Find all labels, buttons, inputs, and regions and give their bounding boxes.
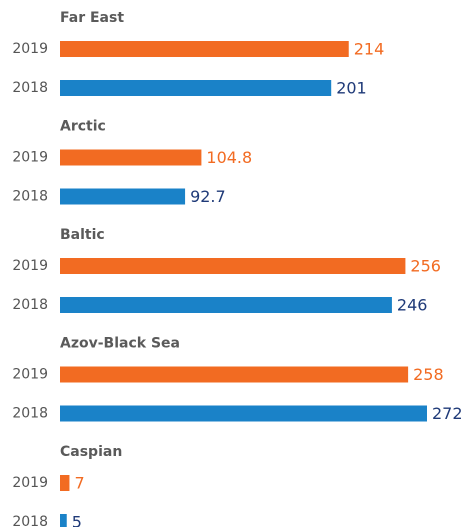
year-label: 2019 — [12, 150, 48, 166]
group-label: Azov-Black Sea — [60, 336, 180, 352]
group-label: Baltic — [60, 227, 105, 243]
value-label: 104.8 — [206, 148, 252, 167]
year-label: 2018 — [12, 406, 48, 422]
year-label: 2018 — [12, 80, 48, 96]
value-label: 92.7 — [190, 187, 226, 206]
year-label: 2019 — [12, 367, 48, 383]
value-label: 201 — [336, 79, 367, 98]
year-label: 2019 — [12, 41, 48, 57]
bar — [60, 258, 406, 274]
bar — [60, 41, 349, 57]
bar — [60, 514, 67, 527]
year-label: 2019 — [12, 258, 48, 274]
group-label: Far East — [60, 10, 124, 26]
value-label: 214 — [354, 40, 385, 59]
value-label: 7 — [74, 474, 84, 493]
value-label: 272 — [432, 404, 463, 423]
bar — [60, 405, 427, 422]
group-label: Caspian — [60, 444, 122, 460]
bar — [60, 149, 202, 166]
bar — [60, 366, 409, 383]
bar — [60, 188, 186, 205]
value-label: 246 — [397, 296, 428, 315]
value-label: 258 — [413, 365, 444, 384]
bar — [60, 475, 70, 491]
year-label: 2019 — [12, 475, 48, 491]
year-label: 2018 — [12, 514, 48, 527]
bar — [60, 80, 332, 96]
year-label: 2018 — [12, 297, 48, 313]
year-label: 2018 — [12, 189, 48, 205]
bar — [60, 297, 392, 313]
value-label: 256 — [410, 257, 441, 276]
group-label: Arctic — [60, 119, 106, 135]
value-label: 5 — [72, 513, 82, 527]
